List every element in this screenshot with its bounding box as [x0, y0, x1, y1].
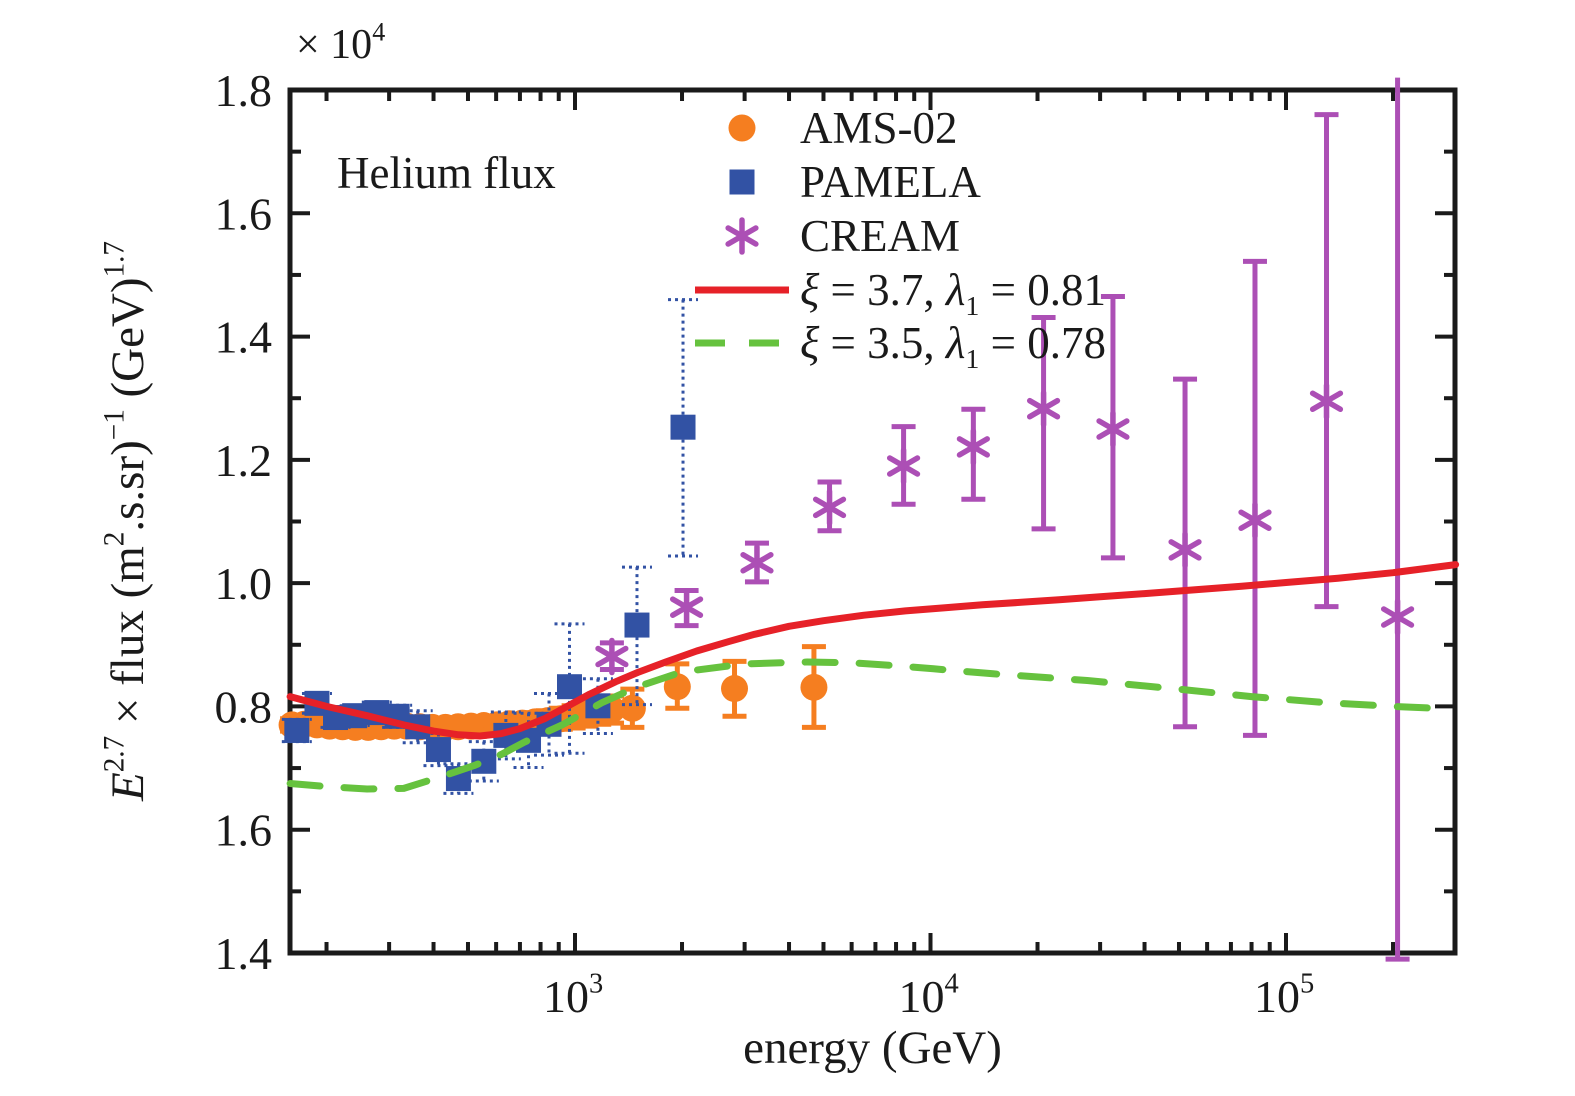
y-tick-label: 1.6	[215, 805, 273, 856]
y-tick-label: 1.4	[215, 312, 273, 363]
cream-point	[1168, 531, 1202, 569]
ams02-point	[800, 673, 828, 701]
cream-point	[740, 544, 774, 582]
y-axis-multiplier: × 104	[296, 17, 385, 68]
model-curve-xi37	[286, 561, 1460, 740]
plot-title: Helium flux	[337, 148, 556, 198]
x-tick-label: 105	[1254, 969, 1314, 1022]
cream-point	[725, 217, 759, 255]
model-curve-xi35	[286, 658, 1454, 793]
ams02-point	[618, 694, 646, 722]
legend	[695, 286, 789, 347]
pamela-point	[284, 717, 310, 743]
legend-label-ams02: AMS-02	[800, 103, 958, 153]
cream-point	[1238, 501, 1272, 540]
pamela-point	[471, 748, 497, 774]
y-tick-label: 1.6	[215, 188, 273, 239]
y-axis-title: E2.7 × flux (m2.s.sr)−1 (GeV)1.7	[98, 241, 154, 802]
cream-point	[812, 488, 847, 527]
cream-point	[956, 428, 990, 466]
pamela-point	[624, 612, 650, 638]
pamela-point	[670, 414, 696, 440]
legend-label-xi37: ξ = 3.7, λ1 = 0.81	[800, 265, 1106, 322]
pamela-point	[556, 674, 582, 700]
pamela-point	[425, 737, 451, 763]
series-cream	[599, 77, 1410, 962]
legend-label-xi35: ξ = 3.5, λ1 = 0.78	[800, 318, 1106, 375]
x-axis-title: energy (GeV)	[743, 1022, 1002, 1074]
legend-label-pamela: PAMELA	[800, 157, 981, 207]
y-tick-label: 1.8	[215, 65, 273, 116]
x-tick-label: 103	[543, 969, 603, 1022]
ams02-point	[728, 114, 756, 142]
y-tick-label: 1.0	[215, 558, 273, 609]
cream-point	[1380, 598, 1415, 636]
y-tick-label: 0.8	[215, 681, 273, 732]
pamela-point	[729, 169, 755, 195]
cream-point	[1309, 382, 1344, 421]
ams02-point	[721, 675, 749, 703]
y-tick-label: 1.2	[215, 435, 273, 486]
cream-point	[886, 447, 921, 485]
x-tick-label: 104	[899, 969, 959, 1022]
ams02-point	[663, 673, 691, 701]
legend-label-cream: CREAM	[800, 211, 960, 261]
cream-point	[595, 637, 629, 676]
cream-point	[1096, 410, 1130, 448]
y-tick-label: 1.4	[215, 928, 273, 979]
cream-point	[669, 588, 704, 626]
cream-point	[1026, 389, 1061, 428]
